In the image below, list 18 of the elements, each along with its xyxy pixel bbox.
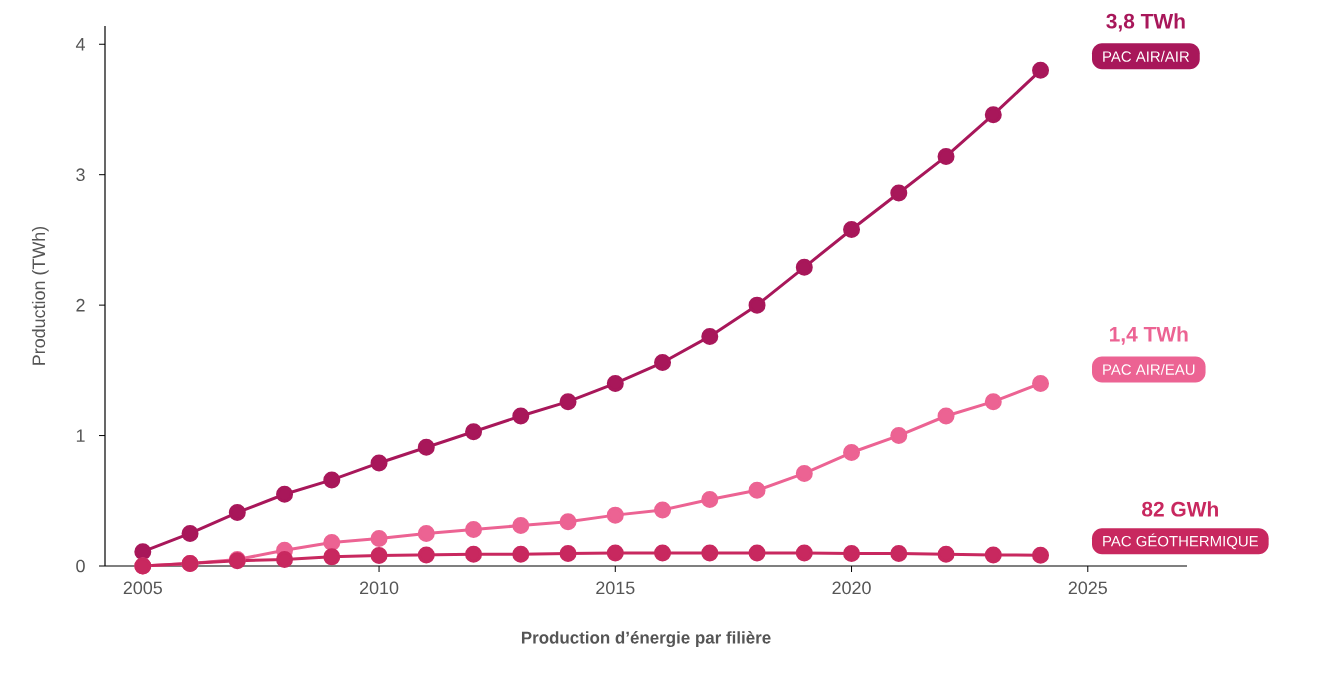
- y-tick-label: 2: [76, 298, 85, 312]
- y-axis-title: Production (TWh): [31, 226, 49, 365]
- x-axis-title: Production d’énergie par filière: [521, 631, 771, 648]
- x-tick-label: 2025: [1068, 581, 1107, 595]
- annotation: 82 GWh: [1142, 501, 1218, 517]
- x-tick-label: 2020: [832, 581, 871, 595]
- text: PAC AIR/EAU: [1103, 363, 1195, 375]
- annotation: 1,4 TWh: [1109, 326, 1188, 345]
- text: PAC AIR/AIR: [1103, 50, 1190, 62]
- y-tick-label: 3: [76, 168, 85, 182]
- y-tick-label: 0: [76, 559, 85, 573]
- x-tick-label: 2015: [596, 581, 635, 595]
- y-tick-label: 4: [75, 38, 85, 51]
- x-tick-label: 2005: [123, 581, 162, 595]
- y-tick-label: 1: [76, 429, 85, 442]
- annotation: 3,8 TWh: [1106, 13, 1185, 32]
- text: PAC GÉOTHERMIQUE: [1103, 533, 1258, 550]
- x-tick-label: 2010: [360, 581, 399, 595]
